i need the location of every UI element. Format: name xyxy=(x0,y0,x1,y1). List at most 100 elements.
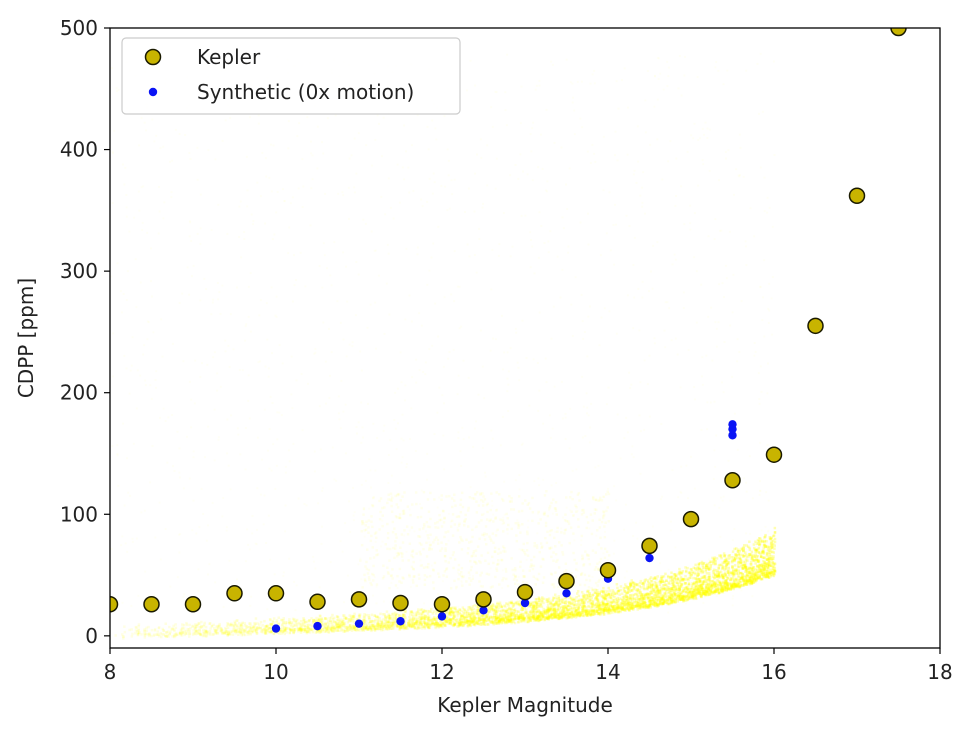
density-dot xyxy=(604,597,607,601)
density-dot xyxy=(336,622,339,626)
density-dot xyxy=(553,609,556,612)
density-dot xyxy=(251,629,254,632)
density-dot xyxy=(747,567,750,571)
density-dot xyxy=(536,617,540,621)
density-dot xyxy=(497,616,500,620)
density-dot xyxy=(722,585,725,588)
density-dot xyxy=(380,619,383,623)
density-dot xyxy=(244,624,247,627)
density-dot xyxy=(295,622,299,626)
density-dot xyxy=(255,628,258,632)
density-dot xyxy=(461,614,465,618)
density-dot xyxy=(536,616,539,619)
density-dot xyxy=(323,626,326,630)
density-dot xyxy=(452,624,455,628)
density-dot xyxy=(660,594,663,597)
density-dot xyxy=(742,564,746,567)
density-dot xyxy=(578,611,582,615)
density-dot xyxy=(713,583,716,586)
density-dot xyxy=(770,546,774,549)
density-dot xyxy=(459,614,463,618)
density-dot xyxy=(538,610,542,613)
density-dot xyxy=(642,594,645,597)
density-dot xyxy=(749,553,752,556)
density-dot xyxy=(179,633,183,637)
density-dot xyxy=(462,623,465,627)
density-dot xyxy=(726,583,730,587)
density-dot xyxy=(230,622,233,625)
density-dot xyxy=(488,616,492,620)
density-dot xyxy=(459,617,462,621)
density-dot xyxy=(296,626,300,630)
density-dot xyxy=(487,616,490,619)
density-dot xyxy=(608,589,612,592)
density-dot xyxy=(416,620,419,623)
density-dot xyxy=(734,553,737,556)
density-dot xyxy=(664,592,668,596)
density-dot xyxy=(613,592,616,595)
density-dot xyxy=(592,610,595,613)
density-dot xyxy=(698,566,701,570)
density-dot xyxy=(574,613,577,616)
density-dot xyxy=(362,622,365,625)
density-dot xyxy=(289,629,292,632)
density-dot xyxy=(570,602,574,606)
density-dot xyxy=(135,626,138,629)
density-dot xyxy=(380,620,384,624)
density-dot xyxy=(533,614,536,617)
density-dot xyxy=(504,620,507,624)
density-dot xyxy=(464,612,467,615)
density-dot xyxy=(428,626,432,629)
density-dot xyxy=(705,589,709,593)
density-dot xyxy=(545,614,549,617)
density-dot xyxy=(584,610,587,613)
density-dot xyxy=(663,583,666,587)
density-dot xyxy=(172,628,176,631)
density-dot xyxy=(658,599,662,602)
density-dot xyxy=(222,631,225,635)
density-dot xyxy=(629,589,633,592)
density-dot xyxy=(566,604,570,608)
density-dot xyxy=(643,606,647,610)
density-dot xyxy=(773,569,777,573)
density-dot xyxy=(424,610,428,613)
density-dot xyxy=(708,591,712,595)
density-dot xyxy=(531,617,534,621)
density-dot xyxy=(394,615,398,619)
density-dot xyxy=(562,607,565,611)
density-dot xyxy=(586,596,589,600)
density-dot xyxy=(284,629,287,632)
density-dot xyxy=(666,588,669,591)
density-dot xyxy=(349,626,352,630)
density-dot xyxy=(773,547,776,550)
density-dot xyxy=(304,626,307,629)
density-dot xyxy=(342,620,345,623)
density-dot xyxy=(771,561,775,564)
density-dot xyxy=(754,548,758,552)
density-dot xyxy=(414,617,417,620)
density-dot xyxy=(740,575,743,578)
density-dot xyxy=(568,616,572,619)
density-dot xyxy=(551,599,554,602)
density-dot xyxy=(584,611,588,615)
density-dot xyxy=(509,617,513,621)
density-dot xyxy=(447,610,450,613)
density-dot xyxy=(622,603,625,606)
density-dot xyxy=(544,611,547,614)
density-dot xyxy=(540,611,543,614)
density-dot xyxy=(297,627,300,631)
density-dot xyxy=(553,614,556,617)
density-dot xyxy=(763,567,766,571)
density-dot xyxy=(624,609,627,612)
density-dot xyxy=(722,580,725,584)
density-dot xyxy=(363,613,366,616)
density-dot xyxy=(481,613,484,617)
density-dot xyxy=(748,553,751,556)
density-dot xyxy=(204,625,208,629)
density-dot xyxy=(114,634,117,637)
density-dot xyxy=(596,612,599,615)
density-dot xyxy=(171,627,174,631)
density-dot xyxy=(747,580,750,583)
density-dot xyxy=(697,590,700,593)
density-dot xyxy=(424,617,427,620)
